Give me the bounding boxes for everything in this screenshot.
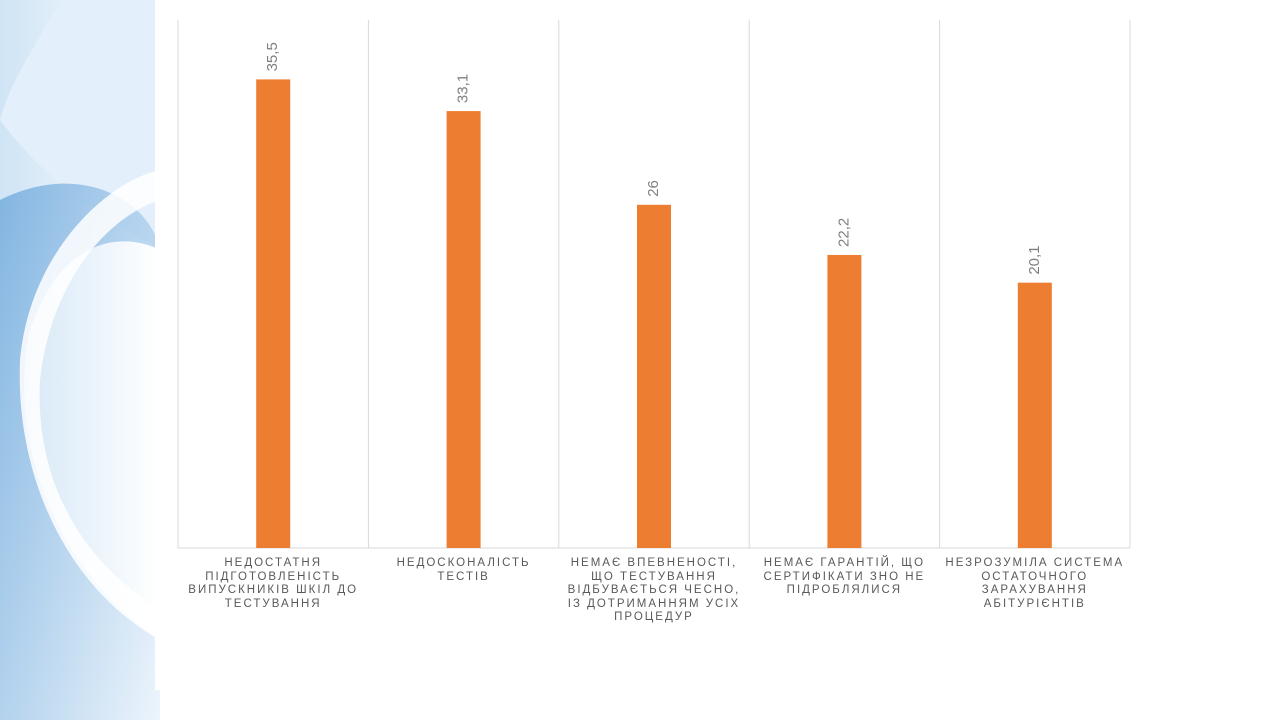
data-label: 22,2 [835, 218, 852, 247]
data-label: 35,5 [264, 42, 281, 71]
bar [446, 111, 481, 548]
background-swirl [0, 0, 160, 720]
data-label: 20,1 [1026, 245, 1043, 274]
bar [637, 204, 671, 549]
bar [827, 254, 862, 548]
x-tick-label: НЕМАЄ ВПЕВНЕНОСТІ, ЩО ТЕСТУВАННЯ ВІДБУВА… [567, 557, 741, 623]
bar [256, 79, 291, 549]
x-tick-label: НЕМАЄ ГАРАНТІЙ, ЩО СЕРТИФІКАТИ ЗНО НЕ ПІ… [763, 557, 926, 596]
data-label: 26 [645, 180, 662, 197]
x-tick-label: НЕДОСТАТНЯ ПІДГОТОВЛЕНІСТЬ ВИПУСКНИКІВ Ш… [188, 557, 359, 610]
x-tick-label: НЕДОСКОНАЛІСТЬ ТЕСТІВ [396, 557, 531, 583]
bar [1017, 282, 1052, 548]
x-tick-label: НЕЗРОЗУМІЛА СИСТЕМА ОСТАТОЧНОГО ЗАРАХУВА… [945, 557, 1125, 610]
data-label: 33,1 [455, 74, 472, 103]
